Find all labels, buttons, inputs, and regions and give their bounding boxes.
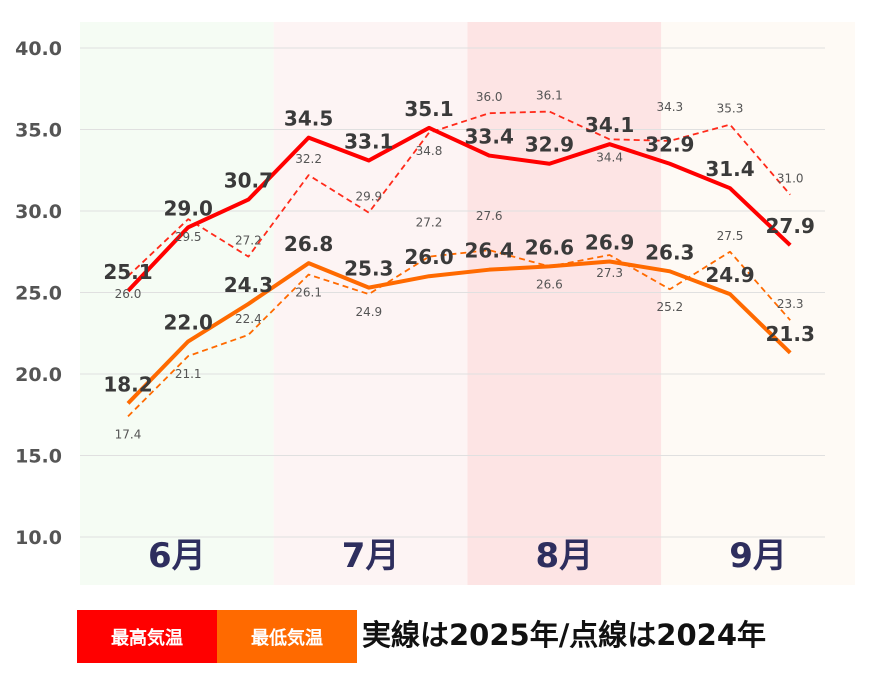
data-label: 33.1 xyxy=(344,129,393,153)
data-label: 25.2 xyxy=(656,300,683,314)
data-label: 32.2 xyxy=(295,152,322,166)
data-label: 29.0 xyxy=(164,196,213,220)
data-label: 25.1 xyxy=(103,260,152,284)
temperature-chart: 6月 7月 8月 9月 10.0 15.0 20.0 25.0 30.0 35.0 40.0 25.1… xyxy=(15,22,855,585)
month-label: 9月 xyxy=(729,536,787,576)
data-label: 34.4 xyxy=(596,150,623,164)
data-label: 27.6 xyxy=(476,209,503,223)
data-label: 36.1 xyxy=(536,89,563,103)
data-label: 36.0 xyxy=(476,90,503,104)
data-label: 33.4 xyxy=(465,125,514,149)
data-label: 31.4 xyxy=(705,157,754,181)
data-label: 29.9 xyxy=(355,190,382,204)
series-line xyxy=(126,259,792,405)
data-label: 35.1 xyxy=(404,97,453,121)
data-label: 17.4 xyxy=(115,427,142,441)
data-label: 26.9 xyxy=(585,231,634,255)
series-line xyxy=(126,125,792,293)
y-tick-label: 20.0 xyxy=(15,364,62,386)
data-label: 21.3 xyxy=(766,322,815,346)
data-label: 22.4 xyxy=(235,312,262,326)
data-label: 32.9 xyxy=(645,133,694,157)
legend-max-temp: 最高気温 xyxy=(77,610,217,663)
data-label: 35.3 xyxy=(717,102,744,116)
data-label: 26.4 xyxy=(465,239,514,263)
data-label: 27.2 xyxy=(416,216,443,230)
data-label: 26.0 xyxy=(404,245,453,269)
data-label: 24.9 xyxy=(355,305,382,319)
legend-note: 実線は2025年/点線は2024年 xyxy=(362,618,767,652)
y-tick-label: 30.0 xyxy=(15,201,62,223)
data-label: 26.0 xyxy=(115,287,142,301)
data-label: 34.1 xyxy=(585,113,634,137)
y-tick-label: 10.0 xyxy=(15,527,62,549)
data-label: 34.3 xyxy=(656,100,683,114)
y-tick-label: 40.0 xyxy=(15,38,62,60)
data-label: 27.3 xyxy=(596,266,623,280)
data-label: 26.1 xyxy=(295,286,322,300)
y-tick-label: 35.0 xyxy=(15,120,62,142)
data-label: 27.5 xyxy=(717,229,744,243)
data-label: 26.6 xyxy=(525,235,574,259)
data-label: 34.5 xyxy=(284,107,333,131)
data-label: 25.3 xyxy=(344,257,393,281)
y-tick-label: 15.0 xyxy=(15,446,62,468)
data-label: 24.3 xyxy=(224,273,273,297)
month-label: 8月 xyxy=(536,536,594,576)
series-line xyxy=(127,110,791,277)
data-label: 22.0 xyxy=(164,310,213,334)
data-label: 26.3 xyxy=(645,240,694,264)
series-line xyxy=(127,249,791,418)
data-label: 27.2 xyxy=(235,234,262,248)
data-label: 32.9 xyxy=(525,133,574,157)
data-label: 27.9 xyxy=(766,214,815,238)
data-label: 23.3 xyxy=(777,297,804,311)
month-label: 7月 xyxy=(342,536,400,576)
month-band xyxy=(661,22,855,585)
data-label: 26.8 xyxy=(284,232,333,256)
month-band xyxy=(80,22,274,585)
data-label: 29.5 xyxy=(175,230,202,244)
data-label: 18.2 xyxy=(103,372,152,396)
month-label: 6月 xyxy=(148,536,206,576)
data-label: 24.9 xyxy=(705,263,754,287)
data-label: 21.1 xyxy=(175,367,202,381)
data-label: 30.7 xyxy=(224,169,273,193)
legend-min-temp: 最低気温 xyxy=(217,610,357,663)
data-label: 26.6 xyxy=(536,277,563,291)
data-label: 34.8 xyxy=(416,144,443,158)
data-label: 31.0 xyxy=(777,172,804,186)
month-band xyxy=(273,22,468,585)
y-tick-label: 25.0 xyxy=(15,283,62,305)
month-band xyxy=(467,22,662,585)
